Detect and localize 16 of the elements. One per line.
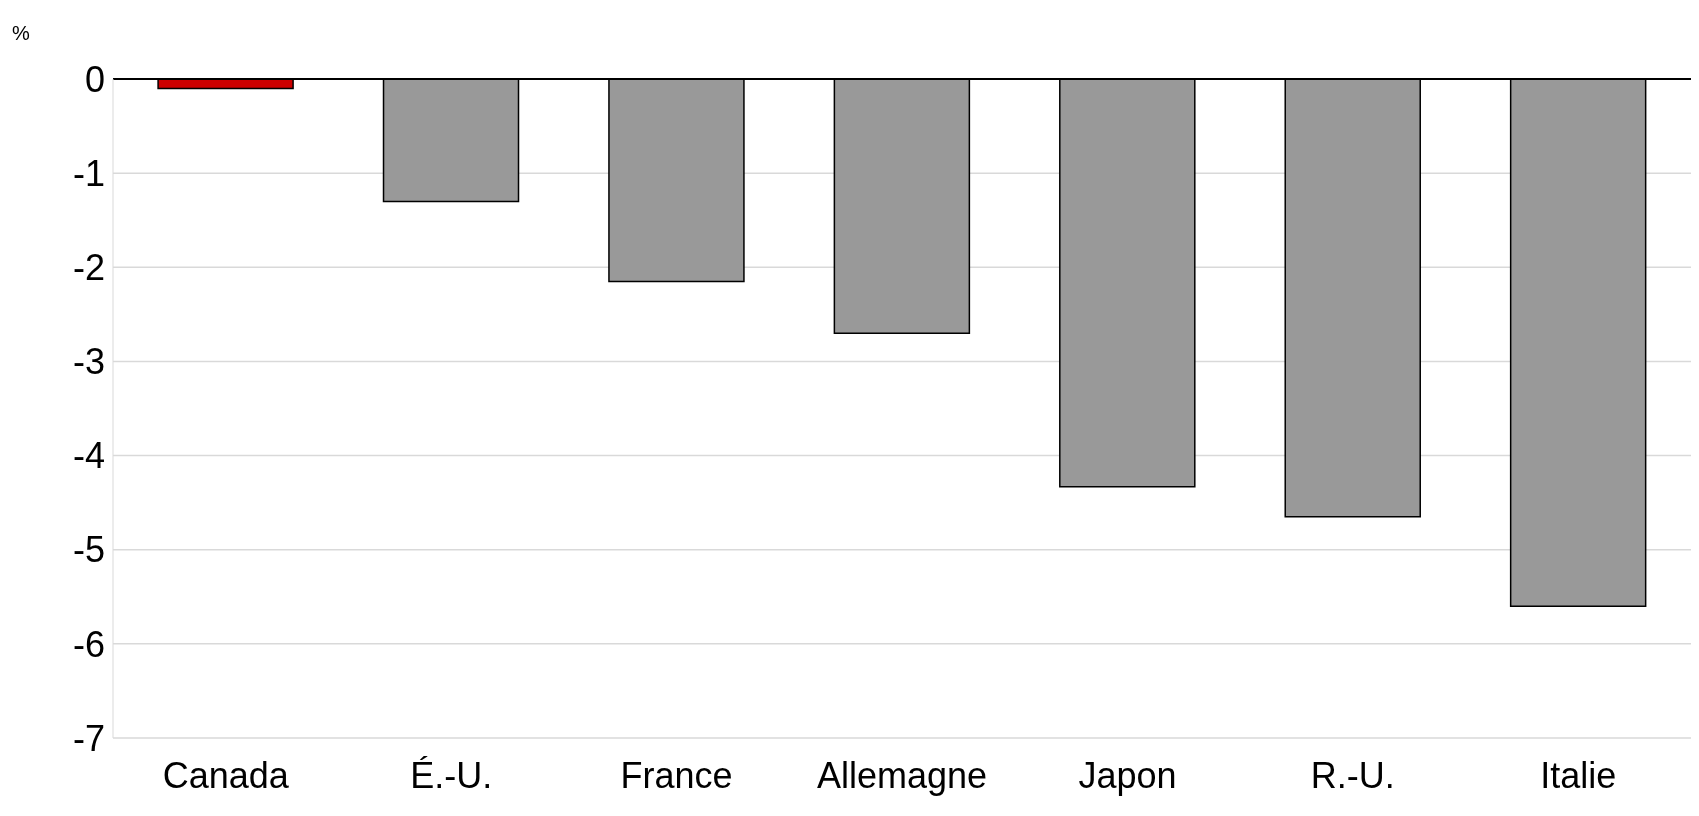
y-axis-title: % bbox=[12, 22, 30, 45]
y-tick-label: -1 bbox=[72, 152, 105, 194]
y-tick-label: -4 bbox=[72, 435, 105, 477]
x-tick-label: Japon bbox=[1078, 754, 1177, 796]
x-tick-label: É.-U. bbox=[410, 754, 493, 796]
x-tick-label: Italie bbox=[1540, 754, 1617, 796]
y-tick-label: -7 bbox=[72, 717, 105, 759]
x-tick-label: R.-U. bbox=[1310, 754, 1395, 796]
y-tick-label: -6 bbox=[72, 623, 105, 665]
y-tick-label: -3 bbox=[72, 341, 105, 383]
y-tick-label: -2 bbox=[72, 247, 105, 289]
x-tick-label: Canada bbox=[162, 754, 290, 796]
x-tick-label: France bbox=[620, 754, 733, 796]
y-tick-label: -5 bbox=[72, 529, 105, 571]
x-tick-label: Allemagne bbox=[816, 754, 988, 796]
y-tick-label: 0 bbox=[84, 58, 105, 100]
